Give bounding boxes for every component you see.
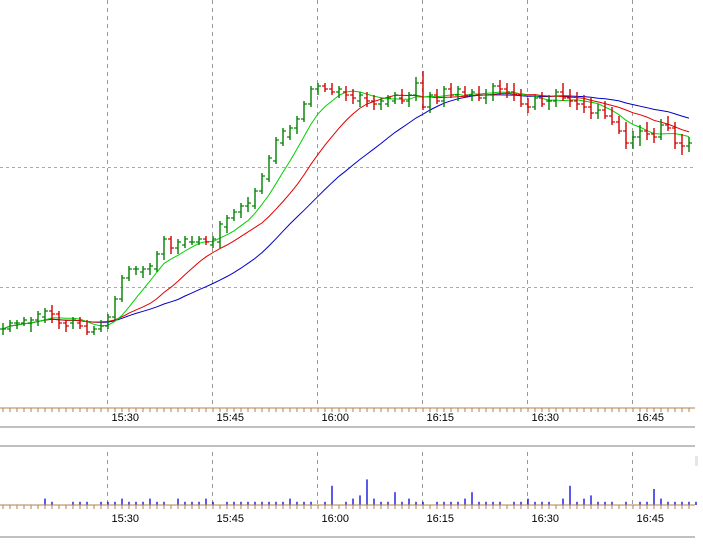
time-axis-bottom-tick-label: 15:30 [112,513,140,525]
time-axis-top-tick-label: 16:45 [637,412,665,424]
time-axis-top-tick-label: 16:15 [427,412,455,424]
time-axis-top-tick-label: 16:30 [532,412,560,424]
time-axis-bottom-tick-label: 15:45 [217,513,245,525]
ma-slow-line [2,94,690,330]
time-axis-bottom-tick-label: 16:15 [427,513,455,525]
time-axis-bottom-tick-label: 16:00 [322,513,350,525]
ma-mid-line [2,92,690,330]
time-axis-top-tick-label: 16:00 [322,412,350,424]
panel-marker [695,456,698,466]
ma-fast-line [2,90,690,330]
time-axis-bottom-tick-label: 16:45 [637,513,665,525]
time-axis-top-tick-label: 15:45 [217,412,245,424]
time-axis-bottom-tick-label: 16:30 [532,513,560,525]
time-axis-top-tick-label: 15:30 [112,412,140,424]
